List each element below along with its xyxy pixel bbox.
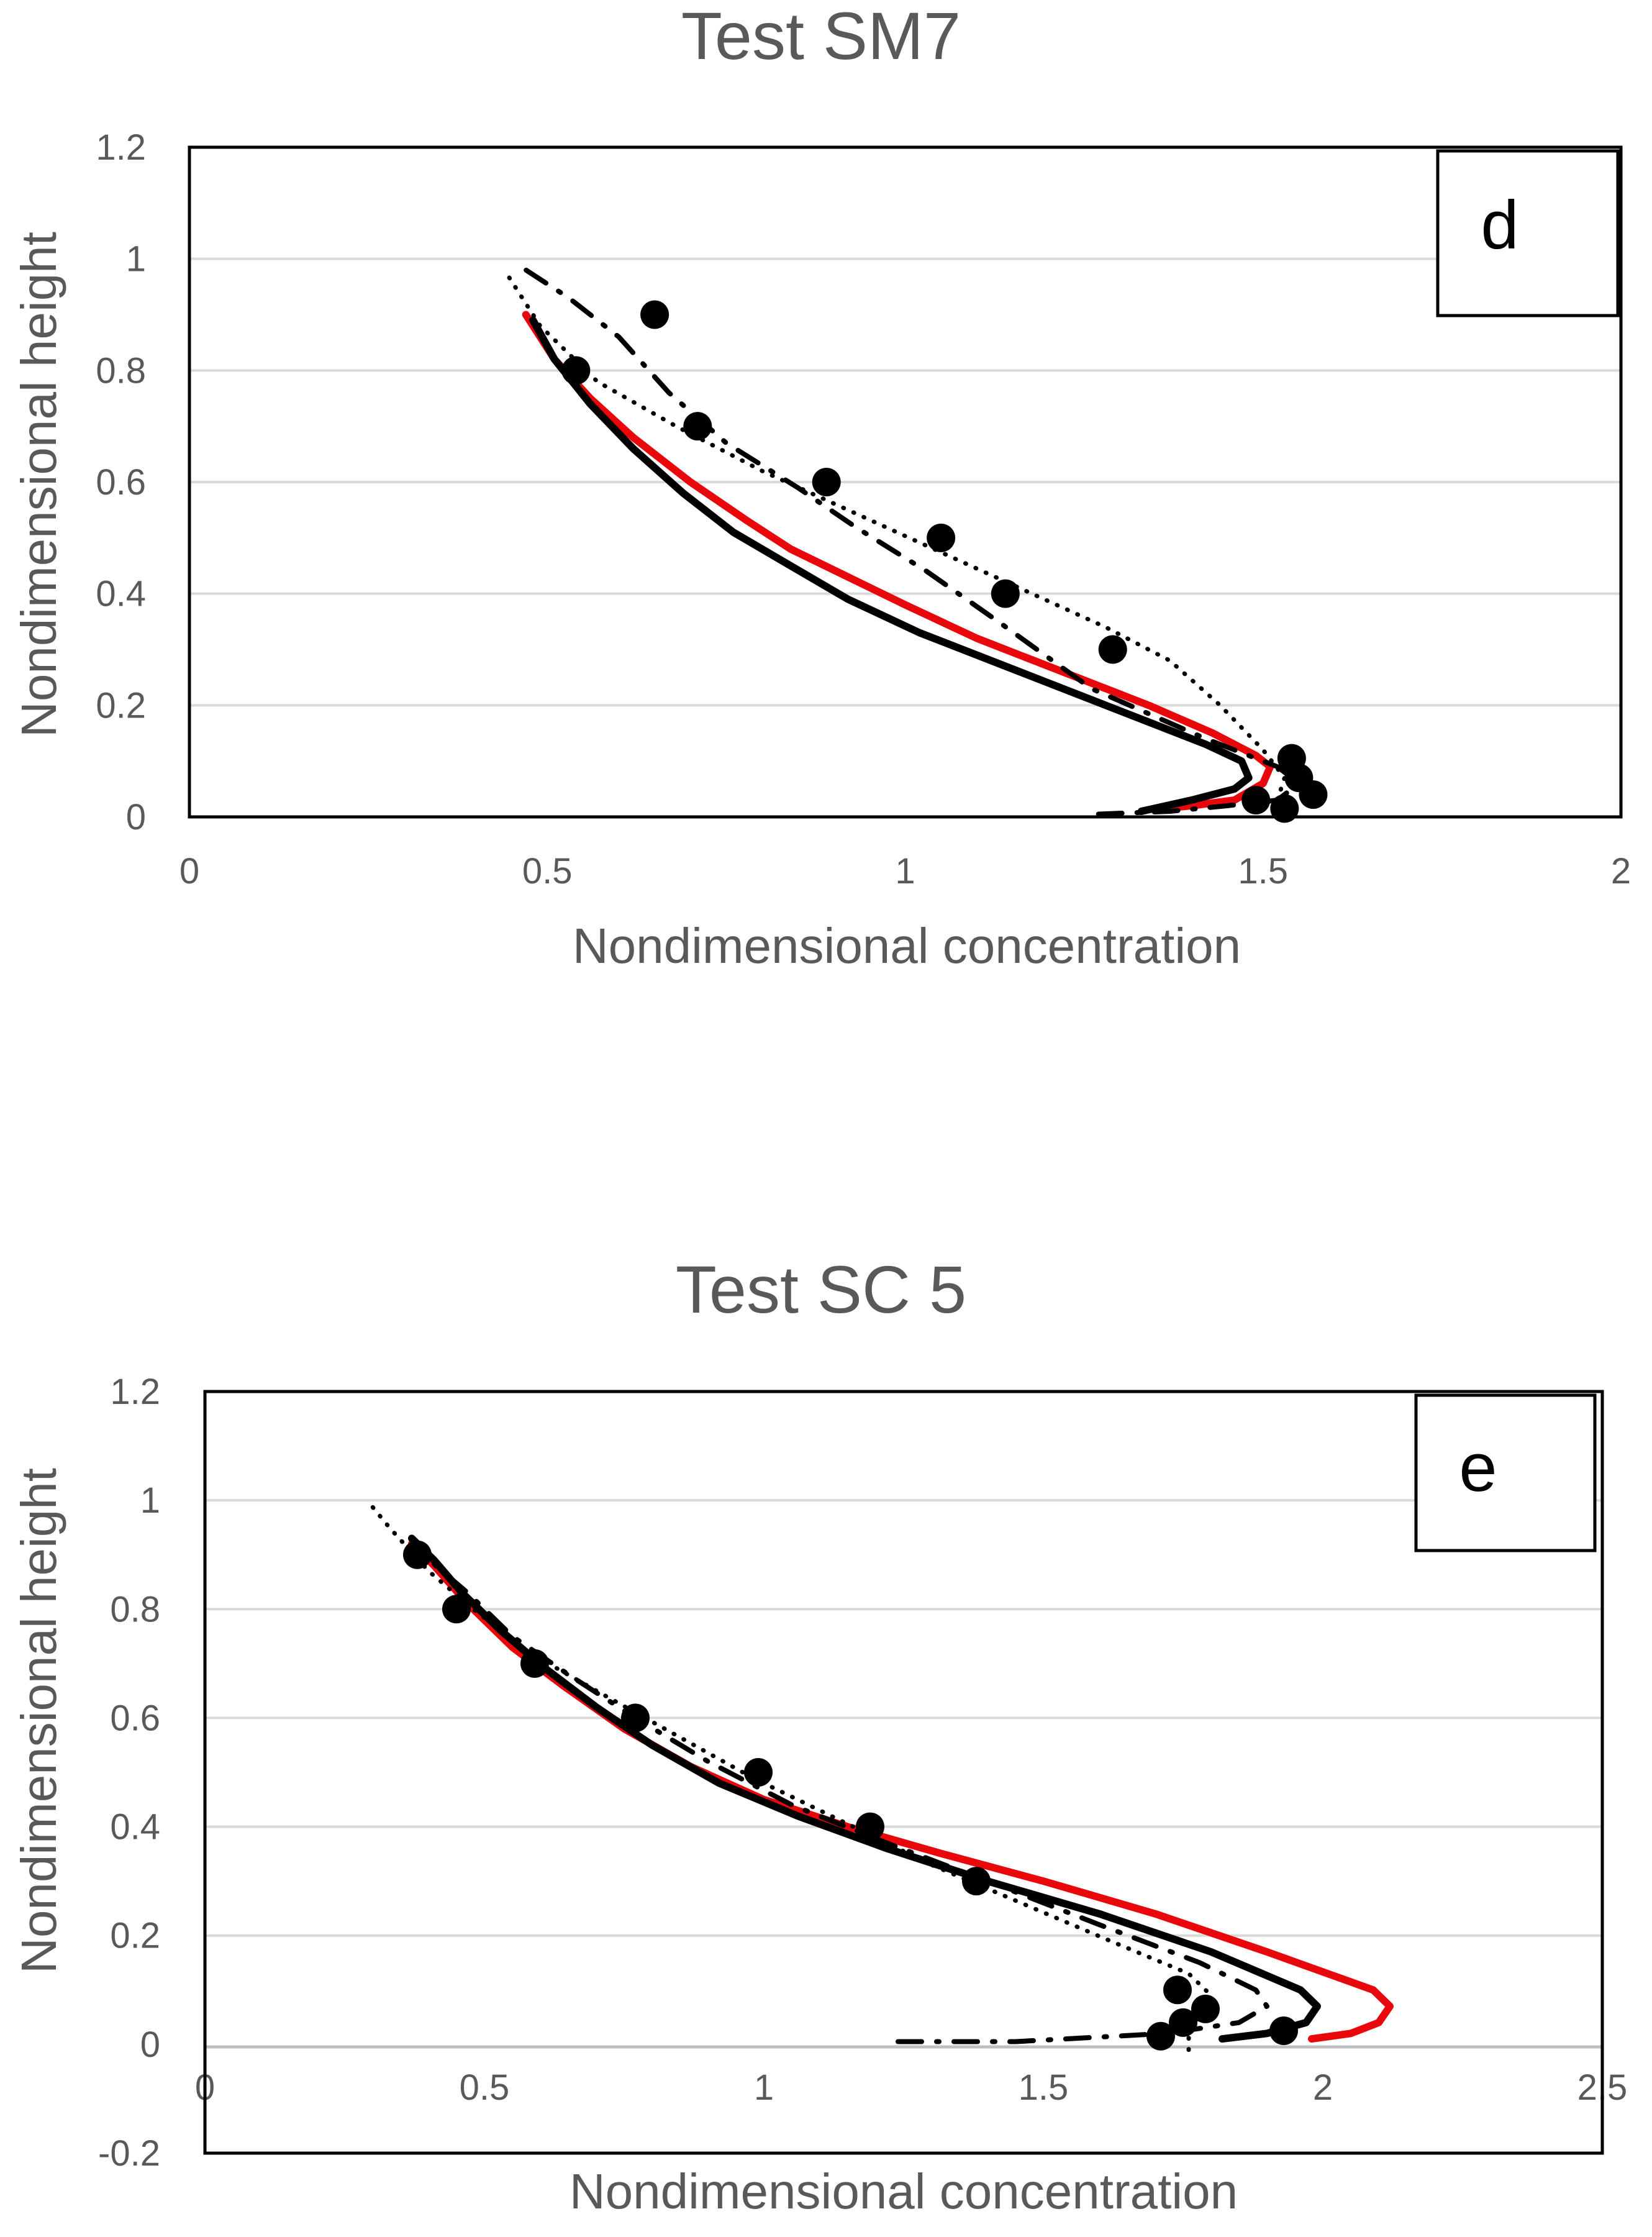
series-line-solid-black: [529, 316, 1253, 815]
y-tick-label: 1.2: [110, 1372, 160, 1412]
chart-test-sc5: Test SC 5 -0.2 0 0.2 0.4 0.6 0.8 1 1.2 0 0.5 1 1.5…: [11, 1252, 1627, 2219]
chart-title: Test SC 5: [676, 1252, 966, 1327]
y-axis-label: Nondimensional height: [11, 1468, 66, 1974]
data-point: [856, 1812, 884, 1841]
data-point: [1163, 1975, 1192, 2005]
data-point: [621, 1703, 650, 1733]
series-line-solid-red: [408, 1540, 1394, 2043]
series-measured: [561, 300, 1328, 823]
gridlines: [189, 257, 1621, 707]
data-point: [1269, 2016, 1298, 2045]
series-line-solid-red: [522, 311, 1274, 813]
y-tick-label: 0.6: [96, 462, 146, 503]
data-point: [927, 523, 956, 552]
chart-test-sm7: Test SM7 0 0.2 0.4 0.6 0.8 1 1.2 0 0.5 1 1.5 2 d N…: [11, 0, 1631, 973]
data-point: [1098, 635, 1127, 664]
x-tick-label: 1.5: [1019, 2067, 1069, 2108]
series-line-dotted-black: [365, 1498, 1214, 2052]
y-tick-label: 0.8: [96, 350, 146, 391]
data-point: [1169, 2008, 1197, 2037]
data-point: [561, 356, 591, 385]
y-tick-label: 1: [140, 1480, 160, 1521]
y-tick-label: 0.4: [110, 1807, 160, 1847]
y-tick-labels: -0.2 0 0.2 0.4 0.6 0.8 1 1.2: [98, 1372, 160, 2174]
y-tick-label: 0.8: [110, 1589, 160, 1629]
data-point: [1146, 2021, 1175, 2051]
series-line-solid-black: [408, 1534, 1321, 2043]
data-point: [403, 1540, 432, 1569]
plot-area-border: [203, 1390, 1604, 2155]
data-point: [962, 1867, 991, 1896]
x-tick-label: 2: [1611, 851, 1631, 891]
data-point: [991, 579, 1020, 608]
y-axis-label: Nondimensional height: [11, 232, 66, 737]
series-line-dotted-black: [502, 268, 1287, 803]
panel-label-box: [1414, 1393, 1597, 1552]
data-point: [1241, 786, 1271, 815]
y-tick-label: 0.2: [110, 1916, 160, 1956]
data-point: [1191, 1994, 1220, 2023]
series-line-dashed-black: [420, 1552, 1269, 2044]
x-tick-label: 1: [754, 2067, 774, 2108]
y-tick-label: 0.2: [96, 685, 146, 726]
x-axis-label: Nondimensional concentration: [570, 2164, 1238, 2219]
gridlines: [205, 1499, 1602, 2154]
panel-label-box: [1436, 149, 1620, 317]
panel-label: e: [1459, 1429, 1497, 1506]
chart-title: Test SM7: [681, 0, 961, 73]
plot-area-border: [188, 145, 1623, 819]
y-tick-label: 0: [140, 2025, 160, 2065]
y-tick-labels: 0 0.2 0.4 0.6 0.8 1 1.2: [96, 127, 146, 837]
x-axis-label: Nondimensional concentration: [573, 918, 1241, 973]
x-tick-label: 0.5: [460, 2067, 510, 2108]
x-tick-label: 0.5: [522, 851, 573, 891]
y-tick-label: 1.2: [96, 127, 146, 168]
series-measured: [403, 1540, 1298, 2051]
x-tick-label: 1.5: [1238, 851, 1288, 891]
data-point: [744, 1758, 773, 1787]
y-tick-label: 0: [126, 797, 146, 837]
data-series: [502, 267, 1328, 823]
data-point: [1270, 794, 1299, 823]
x-tick-label: 2: [1313, 2067, 1333, 2108]
data-point: [812, 468, 841, 496]
y-tick-label: 0.4: [96, 574, 146, 614]
y-tick-label: 1: [126, 239, 146, 280]
y-tick-label: -0.2: [98, 2133, 160, 2174]
x-tick-labels: 0 0.5 1 1.5 2 2.5: [195, 2067, 1627, 2108]
data-point: [683, 412, 712, 441]
panel-label: d: [1481, 187, 1518, 263]
data-point: [1299, 780, 1328, 809]
data-point: [520, 1649, 549, 1678]
x-tick-labels: 0 0.5 1 1.5 2: [179, 851, 1631, 891]
data-point: [640, 300, 669, 329]
data-series: [365, 1498, 1394, 2052]
y-tick-label: 0.6: [110, 1698, 160, 1738]
x-tick-label: 0: [179, 851, 199, 891]
data-point: [442, 1595, 471, 1624]
x-tick-label: 1: [895, 851, 915, 891]
